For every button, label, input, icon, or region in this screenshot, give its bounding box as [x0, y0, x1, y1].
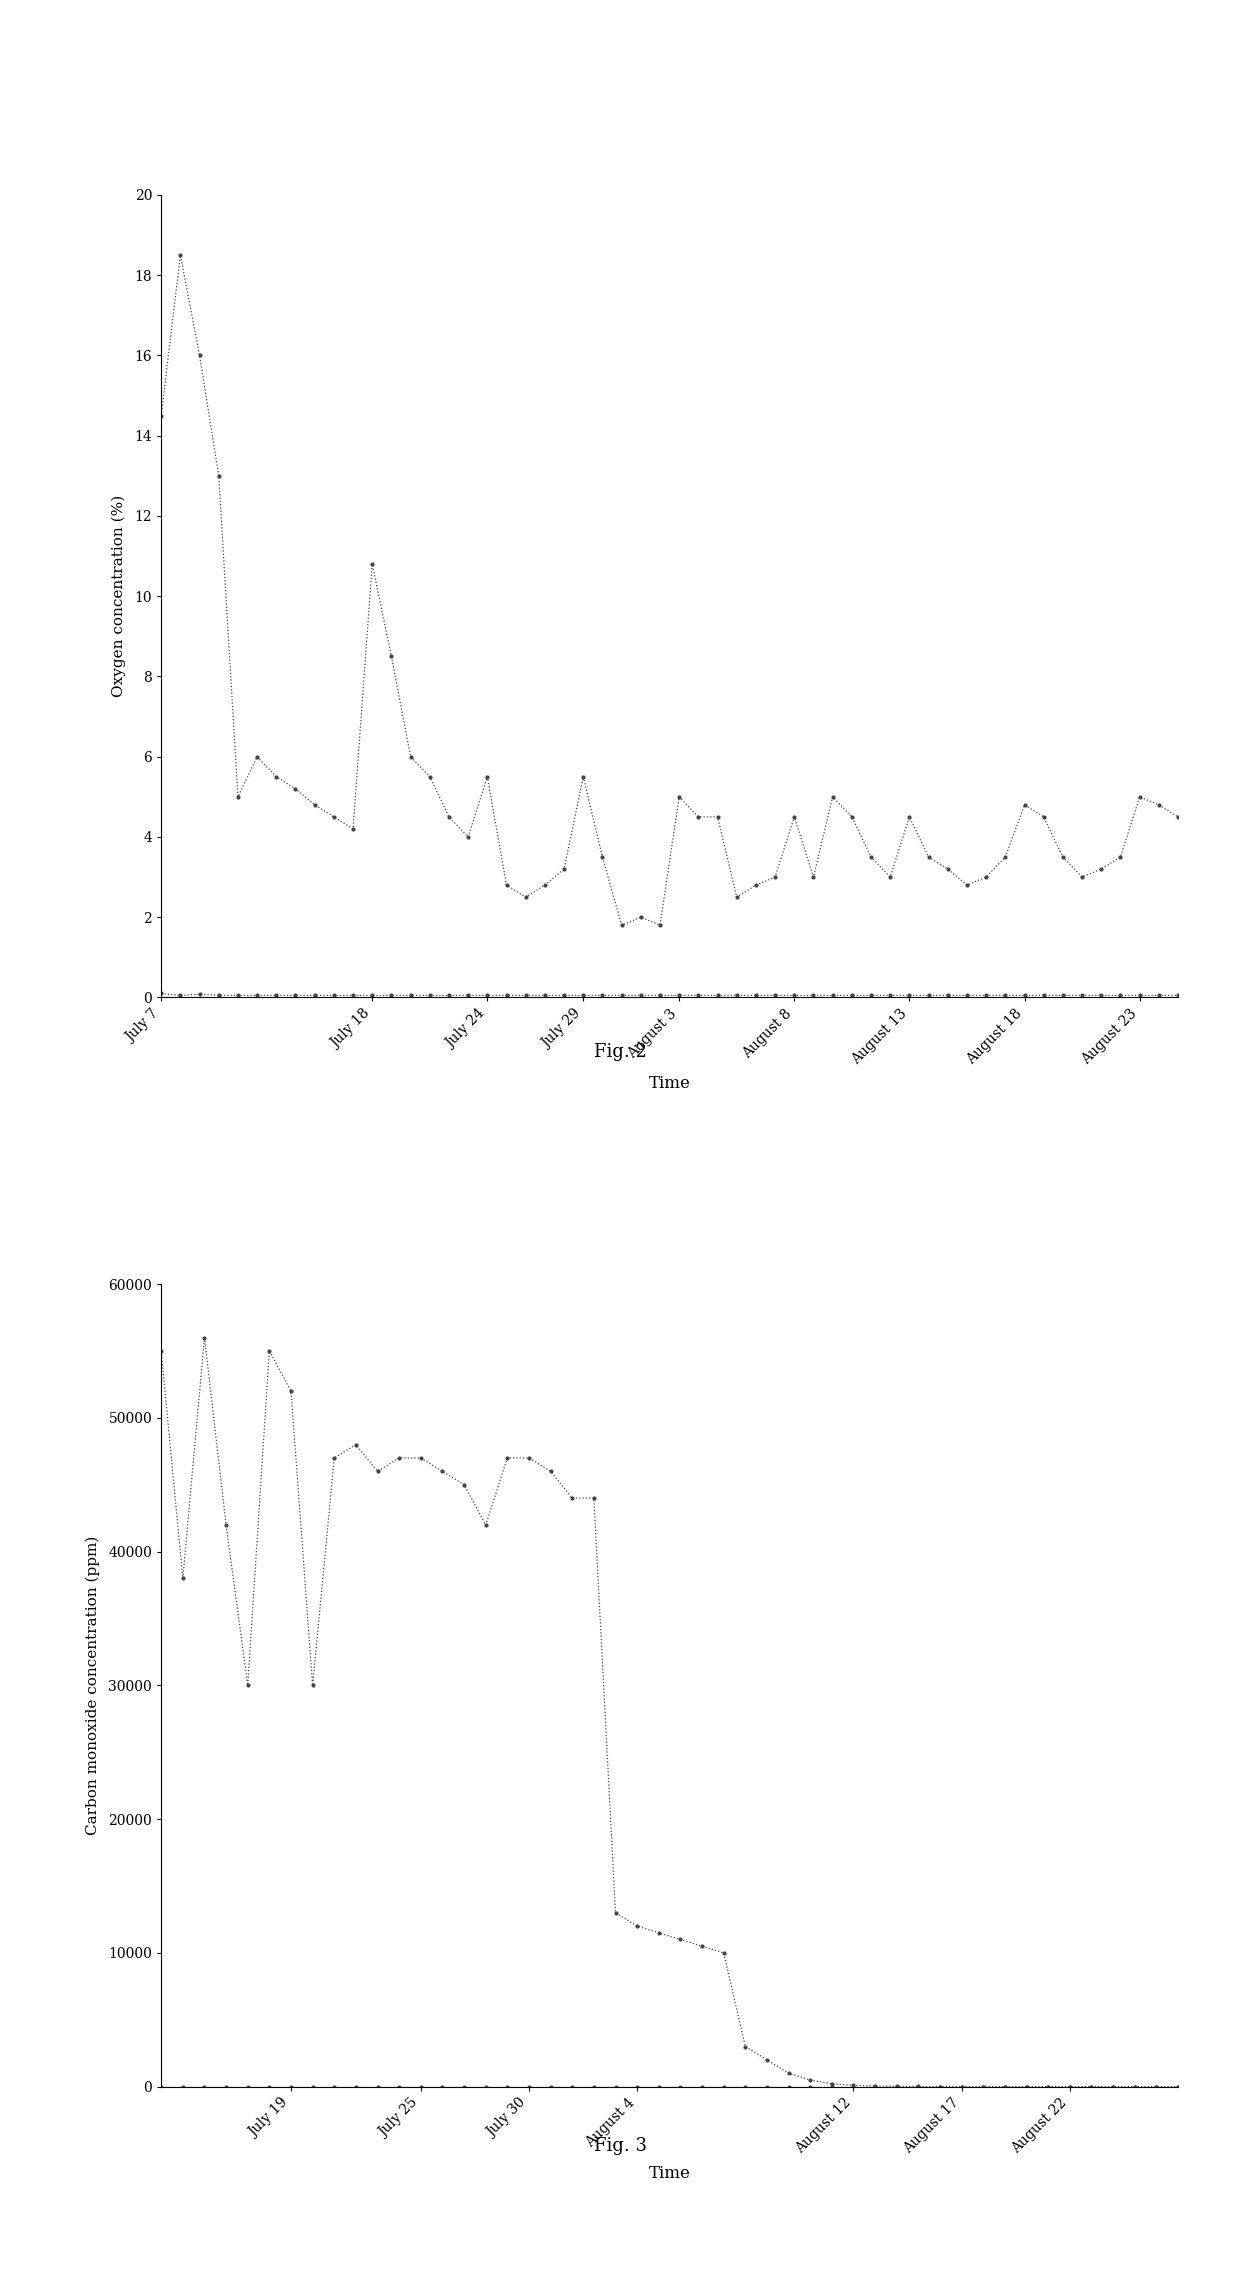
X-axis label: Time: Time	[649, 2165, 691, 2181]
X-axis label: Time: Time	[649, 1075, 691, 1091]
Y-axis label: Oxygen concentration (%): Oxygen concentration (%)	[112, 495, 126, 697]
Text: Fig. 2: Fig. 2	[594, 1043, 646, 1062]
Text: Fig. 3: Fig. 3	[594, 2137, 646, 2155]
Y-axis label: Carbon monoxide concentration (ppm): Carbon monoxide concentration (ppm)	[86, 1536, 100, 1834]
